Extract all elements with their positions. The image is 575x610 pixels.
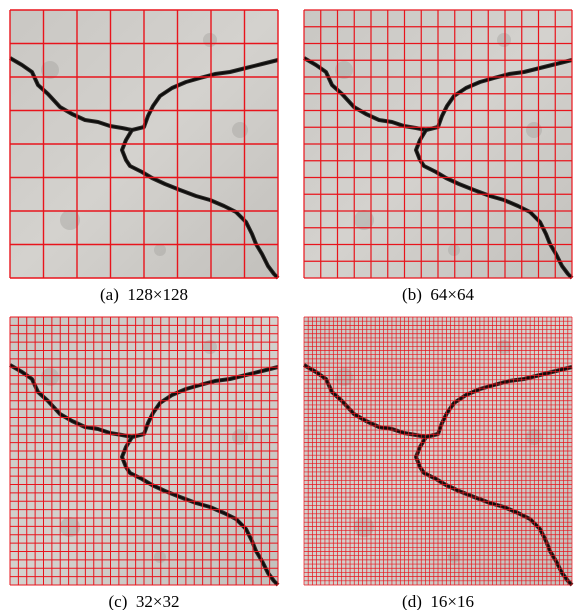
crack-core: [303, 364, 573, 439]
stain: [448, 551, 460, 563]
stain: [526, 122, 542, 138]
stain: [60, 517, 80, 537]
stain: [232, 122, 248, 138]
stain: [335, 61, 353, 79]
stain: [41, 368, 59, 386]
caption: (b) 64×64: [402, 285, 474, 304]
caption: (c) 32×32: [109, 592, 180, 610]
panel: [8, 9, 280, 280]
stain: [154, 244, 166, 256]
crack-core: [120, 129, 279, 279]
stain: [203, 33, 217, 47]
caption: (d) 16×16: [402, 592, 474, 610]
stain: [497, 33, 511, 47]
stain: [448, 244, 460, 256]
stain: [154, 551, 166, 563]
stain: [354, 210, 374, 230]
panels: (a) 128×128 (b) 64×64 (c) 32×32 (d) 16×16: [8, 9, 574, 610]
panel: [8, 316, 280, 587]
stain: [60, 210, 80, 230]
caption: (a) 128×128: [100, 285, 188, 304]
stain: [41, 61, 59, 79]
stain: [335, 368, 353, 386]
panel: [302, 9, 574, 280]
panel: [302, 316, 574, 587]
crack-core: [303, 57, 573, 132]
crack-core: [9, 57, 279, 132]
crack-core: [9, 364, 279, 439]
